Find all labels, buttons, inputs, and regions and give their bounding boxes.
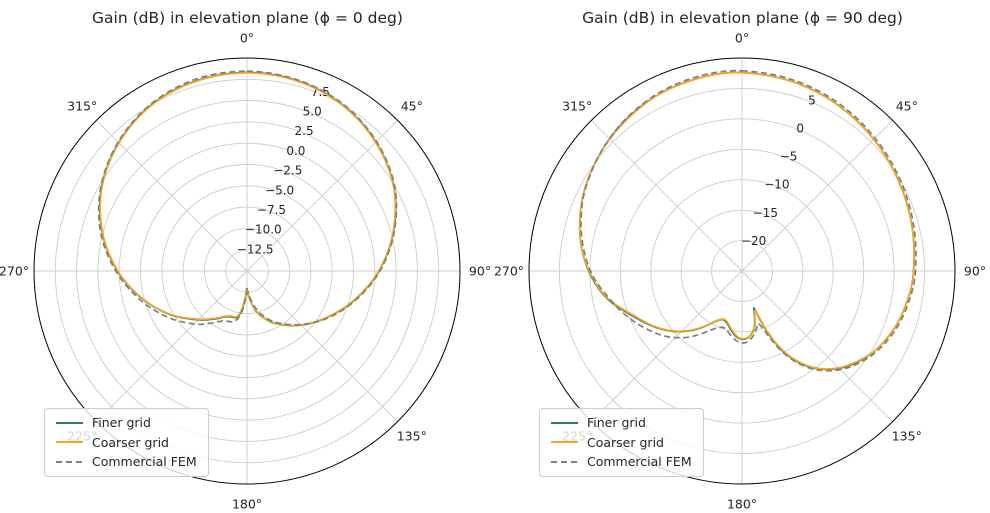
theta-tick-label: 135° [397,428,427,443]
theta-tick-label: 270° [495,264,524,279]
commercial-fem-line-sample [551,461,578,464]
r-tick-label: −15 [753,206,778,220]
legend-label-coarser-grid: Coarser grid [92,434,169,450]
legend-item-commercial-fem: Commercial FEM [551,455,692,469]
finer-grid-line-sample [551,421,578,424]
r-tick-label: −12.5 [237,242,274,256]
theta-tick-label: 315° [562,99,592,114]
series-line-commercial-fem [97,70,398,326]
coarser-grid-line-sample [56,441,83,444]
theta-tick-label: 90° [469,264,491,279]
theta-tick-label: 180° [727,497,757,512]
legend-item-finer-grid: Finer grid [56,414,197,430]
series-line-commercial-fem [580,69,917,372]
theta-gridline [96,270,248,422]
theta-tick-label: 135° [892,428,922,443]
commercial-fem-line-sample [56,461,83,464]
theta-tick-label: 315° [67,99,97,114]
theta-gridline [741,120,893,272]
legend-item-finer-grid: Finer grid [551,414,692,430]
r-tick-label: 0.0 [286,144,305,158]
theta-tick-label: 45° [896,99,918,114]
polar-chart-phi-0: Gain (dB) in elevation plane (ϕ = 0 deg)… [0,9,491,512]
theta-gridline [591,120,743,272]
r-tick-label: −10 [764,178,789,192]
r-tick-label: 5 [808,93,816,107]
legend-label-coarser-grid: Coarser grid [587,434,664,450]
r-tick-label: 2.5 [295,124,314,138]
theta-tick-label: 90° [964,264,986,279]
legend-item-coarser-grid: Coarser grid [551,434,692,450]
legend-label-commercial-fem: Commercial FEM [92,454,197,470]
chart-title: Gain (dB) in elevation plane (ϕ = 90 deg… [582,9,903,27]
r-tick-label: 5.0 [303,105,322,119]
legend: Finer grid Coarser grid Commercial FEM [44,407,209,477]
polar-plot: 0°45°90°135°180°225°270°315°7.55.02.50.0… [0,31,491,512]
legend-item-coarser-grid: Coarser grid [56,434,197,450]
polar-chart-phi-90: Gain (dB) in elevation plane (ϕ = 90 deg… [495,0,990,513]
r-tick-label: −5 [780,150,798,164]
coarser-grid-line-sample [551,441,578,444]
theta-tick-label: 45° [401,99,423,114]
legend-label-finer-grid: Finer grid [587,414,646,430]
chart-title: Gain (dB) in elevation plane (ϕ = 0 deg) [92,9,403,27]
theta-tick-label: 0° [735,31,749,46]
theta-gridline [96,120,248,272]
r-tick-label: −5.0 [265,183,294,197]
polar-spine [33,57,461,485]
theta-tick-label: 0° [240,31,254,46]
theta-gridline [246,120,398,272]
theta-tick-label: 270° [0,264,29,279]
polar-spine [528,57,956,485]
r-tick-label: 0 [796,121,804,135]
theta-gridline [246,270,398,422]
theta-gridline [591,270,743,422]
legend-item-commercial-fem: Commercial FEM [56,455,197,469]
theta-gridline [741,270,893,422]
r-tick-label: −2.5 [273,164,302,178]
theta-tick-label: 180° [232,497,262,512]
finer-grid-line-sample [56,421,83,424]
legend: Finer grid Coarser grid Commercial FEM [539,407,704,477]
legend-label-finer-grid: Finer grid [92,414,151,430]
r-tick-label: −10.0 [245,223,282,237]
series-line-coarser-grid [578,71,915,370]
r-tick-label: −20 [741,234,766,248]
legend-label-commercial-fem: Commercial FEM [587,454,692,470]
r-tick-label: −7.5 [257,203,286,217]
